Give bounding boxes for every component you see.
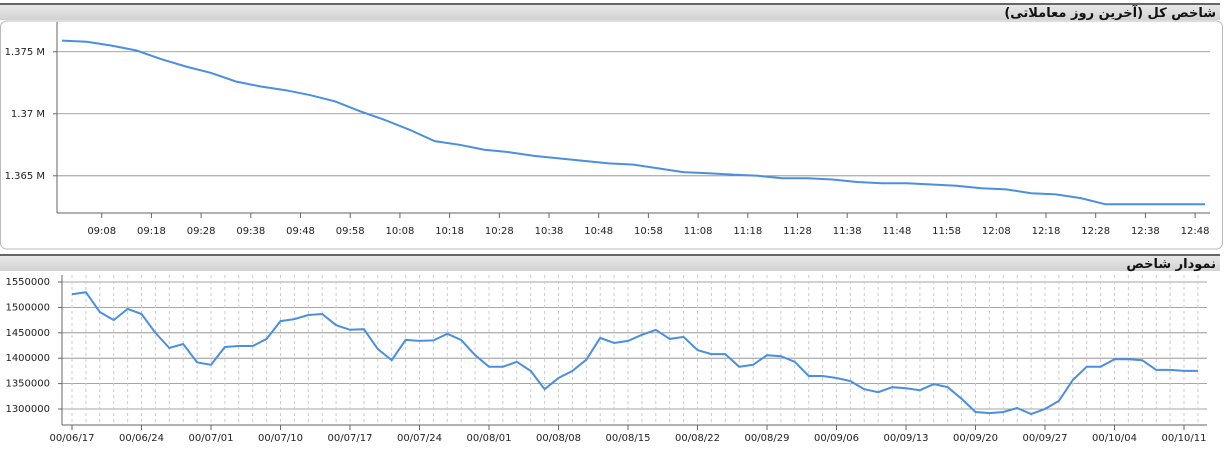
series-line: [71, 291, 1198, 416]
x-tick-label: 00/10/11: [1162, 433, 1207, 444]
x-tick-label: 00/06/17: [50, 433, 95, 444]
panel-frame: [0, 271, 1223, 467]
x-tick-label: 00/09/20: [953, 433, 998, 444]
x-tick-label: 10:48: [584, 226, 613, 237]
x-tick-label: 00/07/01: [189, 433, 234, 444]
x-tick-label: 12:48: [1181, 226, 1210, 237]
y-tick-label: 1.365 M: [5, 171, 45, 182]
x-tick-label: 00/09/27: [1023, 433, 1068, 444]
x-tick-label: 09:48: [286, 226, 315, 237]
x-tick-label: 10:38: [535, 226, 564, 237]
x-tick-label: 00/06/24: [119, 433, 164, 444]
x-tick-label: 00/08/22: [675, 433, 720, 444]
x-tick-label: 12:18: [1032, 226, 1061, 237]
x-tick-label: 11:18: [733, 226, 762, 237]
x-tick-label: 00/10/04: [1092, 433, 1137, 444]
x-tick-label: 11:58: [932, 226, 961, 237]
x-tick-label: 12:38: [1131, 226, 1160, 237]
x-tick-label: 11:08: [684, 226, 713, 237]
x-tick-label: 09:18: [137, 226, 166, 237]
y-tick-label: 1550000: [5, 277, 50, 288]
y-tick-label: 1350000: [5, 379, 50, 390]
y-tick-label: 1500000: [5, 302, 50, 313]
x-tick-label: 00/07/10: [258, 433, 303, 444]
x-tick-label: 00/08/01: [467, 433, 512, 444]
y-tick-label: 1300000: [5, 404, 50, 415]
x-tick-label: 11:38: [833, 226, 862, 237]
x-tick-label: 11:28: [783, 226, 812, 237]
x-tick-label: 10:28: [485, 226, 514, 237]
x-tick-label: 10:58: [634, 226, 663, 237]
x-tick-label: 10:08: [386, 226, 415, 237]
y-tick-label: 1400000: [5, 353, 50, 364]
x-tick-label: 10:18: [435, 226, 464, 237]
x-tick-label: 09:28: [187, 226, 216, 237]
x-tick-label: 00/09/06: [814, 433, 859, 444]
y-tick-label: 1.37 M: [11, 109, 45, 120]
x-tick-label: 00/09/13: [884, 433, 929, 444]
panel-title: نمودار شاخص: [0, 254, 1220, 272]
x-tick-label: 09:38: [236, 226, 265, 237]
y-tick-label: 1450000: [5, 328, 50, 339]
x-tick-label: 09:58: [336, 226, 365, 237]
panel-frame: [0, 20, 1223, 250]
x-tick-label: 12:08: [982, 226, 1011, 237]
x-tick-label: 00/08/29: [745, 433, 790, 444]
x-tick-label: 09:08: [87, 226, 116, 237]
x-tick-label: 11:48: [882, 226, 911, 237]
series-line: [61, 39, 1205, 206]
panel-title: شاخص کل (آخرین روز معاملاتی): [0, 3, 1220, 21]
x-tick-label: 12:28: [1081, 226, 1110, 237]
x-tick-label: 00/07/17: [328, 433, 373, 444]
x-tick-label: 00/08/15: [606, 433, 651, 444]
x-tick-label: 00/08/08: [536, 433, 581, 444]
y-tick-label: 1.375 M: [5, 47, 45, 58]
x-tick-label: 00/07/24: [397, 433, 442, 444]
